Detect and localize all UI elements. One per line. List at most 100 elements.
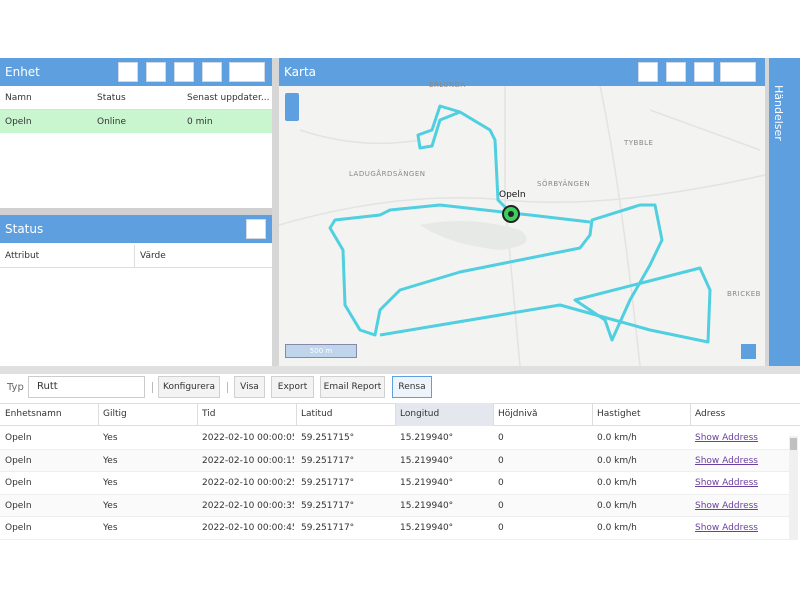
toolbar-button[interactable] <box>146 62 166 82</box>
column-header[interactable]: Senast uppdater... <box>187 93 270 103</box>
map-label: SÖRBYÄNGEN <box>537 180 591 188</box>
toolbar-button[interactable] <box>720 62 756 82</box>
cell: 0 <box>498 433 504 443</box>
cell: Opeln <box>5 117 32 127</box>
cell: 59.251717° <box>301 500 355 511</box>
cell: 59.251717° <box>301 523 355 533</box>
address-link[interactable]: Show Address <box>695 455 758 466</box>
toolbar-button[interactable] <box>229 62 265 82</box>
cell: 15.219940° <box>400 433 454 443</box>
cell: Opeln <box>5 455 32 466</box>
toolbar-button[interactable]: Konfigurera <box>158 376 220 398</box>
scroll-thumb[interactable] <box>790 438 797 450</box>
toolbar-button[interactable] <box>666 62 686 82</box>
splitter <box>0 208 272 215</box>
col-divider <box>592 403 593 426</box>
info-button[interactable] <box>741 344 756 359</box>
col-divider <box>296 403 297 426</box>
cell: Opeln <box>5 478 32 488</box>
column-header[interactable]: Höjdnivå <box>498 409 538 419</box>
toolbar-button[interactable] <box>174 62 194 82</box>
marker-label: Opeln <box>499 190 526 200</box>
cell: 2022-02-10 00:00:15 <box>202 455 294 466</box>
column-header[interactable]: Namn <box>5 93 32 103</box>
column-header[interactable]: Hastighet <box>597 409 641 419</box>
column-header[interactable]: Adress <box>695 409 726 419</box>
panel-header: Status <box>0 215 272 243</box>
column-header[interactable]: Latitud <box>301 409 333 419</box>
cell: 0.0 km/h <box>597 478 637 488</box>
toolbar-button[interactable] <box>694 62 714 82</box>
sidebar-title[interactable]: Händelser <box>772 85 785 141</box>
col-divider <box>493 403 494 426</box>
cell: 15.219940° <box>400 500 454 511</box>
cell: 0 <box>498 478 504 488</box>
panel-header: Karta <box>279 58 765 86</box>
cell: 2022-02-10 00:00:45 <box>202 523 294 533</box>
table-header <box>0 245 272 268</box>
column-header[interactable]: Värde <box>140 251 166 261</box>
toolbar-button[interactable]: Rensa <box>392 376 432 398</box>
route <box>510 211 591 224</box>
scale-bar: 500 m <box>285 344 357 358</box>
splitter <box>0 366 800 374</box>
cell: 0 <box>498 500 504 511</box>
column-header[interactable]: Longitud <box>400 409 440 419</box>
events-sidebar[interactable] <box>769 58 800 366</box>
cell: Yes <box>103 433 118 443</box>
cell: 0.0 km/h <box>597 455 637 466</box>
col-divider <box>134 245 135 268</box>
cell: 2022-02-10 00:00:35 <box>202 500 294 511</box>
toolbar-button[interactable] <box>118 62 138 82</box>
column-header[interactable]: Tid <box>202 409 216 419</box>
report-row[interactable] <box>0 494 789 517</box>
column-header[interactable]: Giltig <box>103 409 127 419</box>
map-label: TYBBLE <box>624 139 654 147</box>
cell: 15.219940° <box>400 455 454 466</box>
cell: Opeln <box>5 523 32 533</box>
cell: Yes <box>103 478 118 488</box>
roads <box>279 86 765 366</box>
toolbar-button[interactable] <box>246 219 266 239</box>
toolbar-button[interactable]: Export <box>271 376 314 398</box>
route <box>328 203 712 344</box>
column-header[interactable]: Attribut <box>5 251 40 261</box>
report-row[interactable] <box>0 517 789 540</box>
cell: Opeln <box>5 500 32 511</box>
toolbar-button[interactable] <box>202 62 222 82</box>
map-label: LADUGÅRDSÄNGEN <box>349 170 426 178</box>
type-select[interactable]: Rutt <box>28 376 145 398</box>
map-panel: Karta ERLUNDA LADUGÅRDSÄNGEN SÖRBYÄNGEN TYBB… <box>279 58 765 366</box>
type-label: Typ <box>7 382 24 393</box>
cell: 0 <box>498 523 504 533</box>
toolbar-button[interactable] <box>638 62 658 82</box>
col-divider <box>197 403 198 426</box>
cell: 59.251715° <box>301 433 355 443</box>
address-link[interactable]: Show Address <box>695 523 758 533</box>
cell: Yes <box>103 500 118 511</box>
address-link[interactable]: Show Address <box>695 433 758 443</box>
cell: 59.251717° <box>301 478 355 488</box>
cell: Yes <box>103 455 118 466</box>
address-link[interactable]: Show Address <box>695 478 758 488</box>
toolbar-button[interactable]: Visa <box>234 376 265 398</box>
device-row[interactable] <box>0 110 272 133</box>
report-row[interactable] <box>0 449 789 472</box>
toolbar-button[interactable]: Email Report <box>320 376 385 398</box>
report-row[interactable] <box>0 427 789 450</box>
map-label: BRICKEB <box>727 290 761 298</box>
map-label: ERLUNDA <box>429 81 466 89</box>
cell: 59.251717° <box>301 455 355 466</box>
zoom-control[interactable] <box>285 93 299 121</box>
address-link[interactable]: Show Address <box>695 500 758 511</box>
cell: Yes <box>103 523 118 533</box>
scrollbar <box>789 436 798 540</box>
table-header <box>0 86 272 110</box>
column-header[interactable]: Status <box>97 93 126 103</box>
report-row[interactable] <box>0 472 789 495</box>
sorted-column <box>395 403 493 426</box>
cell: 0.0 km/h <box>597 523 637 533</box>
column-header[interactable]: Enhetsnamn <box>5 409 62 419</box>
cell: Opeln <box>5 433 32 443</box>
map-canvas <box>279 86 765 366</box>
